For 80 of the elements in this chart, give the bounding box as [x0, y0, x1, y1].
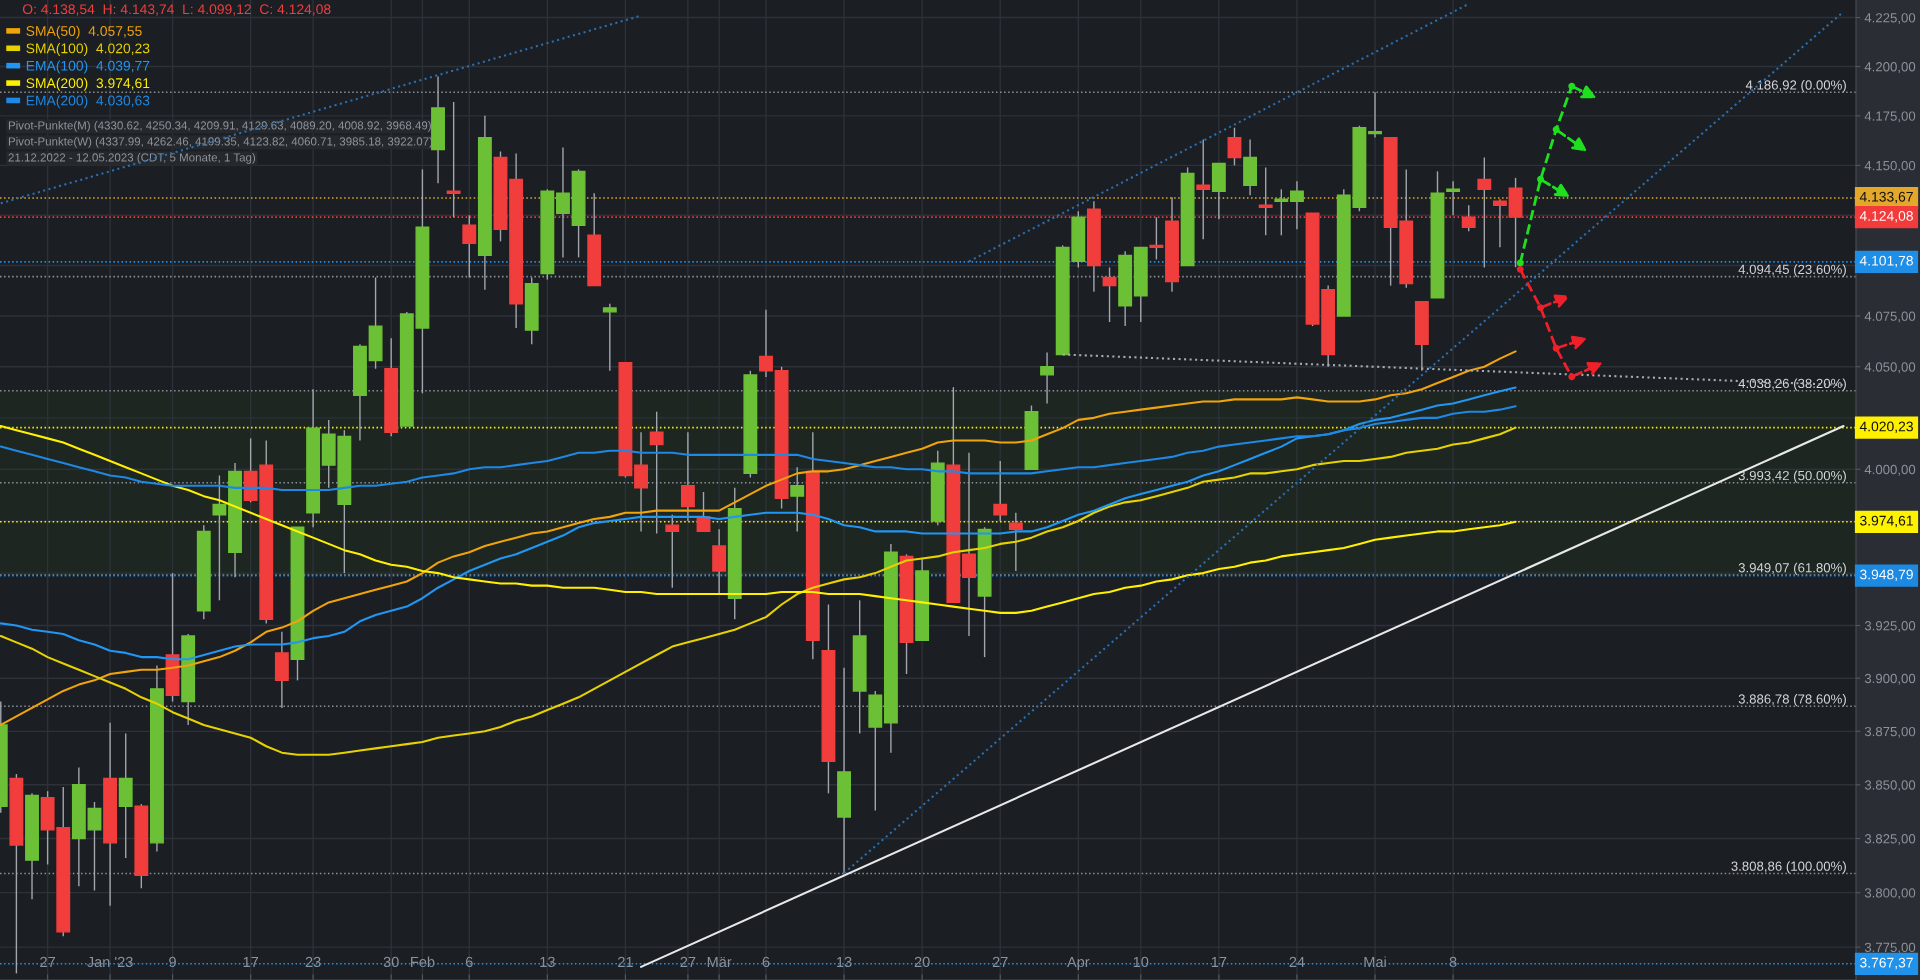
legend-label: SMA(200) 3.974,61 — [26, 77, 150, 91]
ref-line-label: 4.094,45 (23.60%) — [1738, 264, 1846, 277]
x-tick-label: 17 — [1211, 956, 1227, 967]
candlestick — [212, 474, 227, 602]
ref-line-label: 3.948,79 — [1860, 569, 1913, 581]
y-tick-label: 4.225,00 — [1864, 13, 1916, 25]
candlestick — [790, 466, 805, 533]
line-series — [0, 405, 1517, 491]
y-tick-label: 4.050,00 — [1864, 362, 1916, 374]
y-tick-label: 4.200,00 — [1864, 62, 1916, 74]
candlestick — [680, 431, 695, 522]
candlestick — [1227, 127, 1242, 167]
ref-line-label: 4.124,08 — [1859, 211, 1913, 223]
candlestick — [602, 303, 617, 372]
x-tick-label: 23 — [305, 956, 321, 968]
chart-title: O: 4.138,54 H: 4.143,74 L: 4.099,12 C: 4.124,08 — [22, 4, 331, 16]
ref-line-label: 4.020,23 — [1859, 421, 1913, 433]
ref-line-label: 3.886,78 (78.60%) — [1738, 693, 1846, 707]
ref-line-label: 3.993,42 (50.00%) — [1738, 470, 1846, 483]
y-tick-label: 4.150,00 — [1864, 160, 1916, 172]
candlestick — [1368, 91, 1382, 139]
candlestick — [759, 309, 773, 378]
candlestick — [1102, 266, 1117, 323]
ref-line-label: 3.949,07 (61.80%) — [1738, 562, 1846, 576]
legend-label: EMA(100) 4.039,77 — [26, 60, 150, 74]
y-tick-label: 3.825,00 — [1864, 834, 1916, 845]
candlestick — [634, 431, 648, 533]
ref-line-label: 4.038,26 (38.20%) — [1738, 378, 1846, 391]
x-tick-label: 13 — [540, 956, 555, 968]
x-tick-label: 17 — [243, 956, 259, 967]
x-tick-label: 13 — [837, 956, 852, 968]
x-tick-label: 24 — [1289, 956, 1305, 967]
candlestick — [993, 460, 1008, 522]
y-tick-label: 3.850,00 — [1864, 780, 1916, 792]
y-tick-label: 4.000,00 — [1864, 464, 1916, 476]
legend-label: SMA(50) 4.057,55 — [26, 25, 142, 39]
x-tick-label: 21 — [618, 956, 633, 967]
x-tick-label: Apr — [1066, 956, 1090, 970]
x-tick-label: 20 — [914, 956, 930, 968]
candlestick — [87, 801, 102, 892]
y-tick-label: 4.075,00 — [1864, 311, 1916, 323]
x-tick-label: Mai — [1364, 956, 1386, 968]
candlestick — [962, 452, 976, 637]
y-tick-label: 3.925,00 — [1864, 621, 1916, 632]
y-tick-label: 3.875,00 — [1864, 726, 1916, 738]
y-tick-label: 3.775,00 — [1864, 942, 1916, 954]
candlestick — [665, 514, 680, 589]
candlestick — [649, 410, 664, 535]
x-tick-label: Feb — [411, 956, 435, 968]
candlestick — [1446, 180, 1461, 216]
candlestick — [1289, 180, 1304, 230]
legend-label: EMA(200) 4.030,63 — [26, 95, 150, 109]
y-tick-label: 3.900,00 — [1864, 673, 1916, 685]
x-tick-label: 8 — [1449, 956, 1457, 968]
line-series — [0, 426, 1517, 756]
candlestick — [1008, 512, 1023, 572]
y-tick-label: 3.800,00 — [1864, 888, 1916, 900]
x-tick-label: 27 — [40, 956, 56, 967]
ref-line-label: 3.974,61 — [1860, 515, 1913, 528]
ref-line-label: 3.808,86 (100.00%) — [1731, 861, 1846, 874]
ref-line-label: 3.767,37 — [1860, 957, 1913, 970]
x-tick-label: 6 — [465, 956, 473, 968]
line-series — [0, 350, 1517, 726]
ref-line-label: 4.133,67 — [1859, 191, 1913, 204]
x-tick-label: Jan '23 — [87, 956, 133, 968]
ref-line-label: 4.186,92 (0.00%) — [1745, 80, 1846, 93]
candlestick — [556, 146, 570, 259]
x-tick-label: 6 — [762, 956, 770, 968]
y-tick-label: 4.175,00 — [1864, 111, 1916, 123]
x-tick-label: Mär — [707, 956, 732, 968]
candlestick — [1274, 188, 1289, 237]
x-tick-label: 10 — [1133, 956, 1149, 968]
candlestick — [1040, 351, 1055, 405]
x-tick-label: 9 — [169, 956, 176, 968]
x-tick-label: 30 — [383, 956, 399, 968]
x-tick-label: 27 — [992, 956, 1008, 967]
legend-label: SMA(100) 4.020,23 — [26, 43, 150, 57]
ref-line-label: 4.101,78 — [1859, 255, 1913, 268]
x-tick-label: 27 — [680, 956, 696, 967]
line-series — [0, 386, 1517, 661]
